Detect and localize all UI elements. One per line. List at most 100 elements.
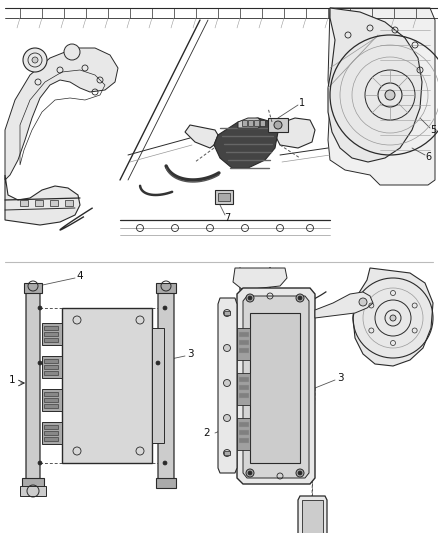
Bar	[239, 430, 249, 435]
Bar	[50, 200, 58, 206]
Text: 4: 4	[77, 271, 83, 281]
Polygon shape	[62, 308, 152, 463]
Polygon shape	[5, 48, 118, 180]
Polygon shape	[250, 313, 300, 463]
Bar	[242, 120, 247, 126]
Circle shape	[246, 469, 254, 477]
Text: 3: 3	[187, 349, 193, 359]
Polygon shape	[42, 389, 62, 411]
Circle shape	[32, 57, 38, 63]
Polygon shape	[214, 118, 278, 168]
Bar	[44, 326, 58, 330]
Polygon shape	[158, 288, 174, 483]
Circle shape	[38, 461, 42, 465]
Bar	[268, 118, 288, 132]
Polygon shape	[218, 298, 237, 473]
Bar	[248, 120, 253, 126]
Polygon shape	[353, 268, 433, 366]
Bar	[44, 392, 58, 396]
Polygon shape	[20, 486, 46, 496]
Bar	[218, 193, 230, 201]
Bar	[239, 385, 249, 390]
Circle shape	[298, 296, 302, 300]
Bar	[44, 359, 58, 363]
Polygon shape	[5, 175, 80, 225]
Circle shape	[38, 306, 42, 310]
Circle shape	[223, 379, 230, 386]
Bar	[260, 120, 265, 126]
Text: 3: 3	[337, 373, 343, 383]
Text: 2: 2	[204, 428, 210, 438]
Polygon shape	[42, 323, 62, 345]
Bar	[215, 190, 233, 204]
Bar	[44, 332, 58, 336]
Bar	[44, 338, 58, 342]
Polygon shape	[243, 296, 309, 478]
Polygon shape	[275, 118, 315, 148]
Circle shape	[64, 44, 80, 60]
Circle shape	[296, 469, 304, 477]
Bar	[20, 200, 28, 206]
Polygon shape	[237, 328, 250, 360]
Circle shape	[223, 415, 230, 422]
Text: 1: 1	[9, 375, 15, 385]
Polygon shape	[42, 422, 62, 444]
Polygon shape	[237, 418, 250, 450]
Bar	[239, 348, 249, 353]
Circle shape	[223, 449, 230, 456]
Bar	[239, 438, 249, 443]
Bar	[44, 371, 58, 375]
Polygon shape	[233, 268, 287, 290]
Bar	[44, 425, 58, 429]
Circle shape	[163, 306, 167, 310]
Bar	[44, 404, 58, 408]
Circle shape	[156, 361, 160, 365]
Polygon shape	[302, 500, 323, 533]
Bar	[44, 398, 58, 402]
Circle shape	[246, 294, 254, 302]
Text: 7: 7	[224, 213, 230, 223]
Polygon shape	[42, 356, 62, 378]
Circle shape	[163, 461, 167, 465]
Polygon shape	[156, 478, 176, 488]
Circle shape	[23, 48, 47, 72]
Bar	[239, 377, 249, 382]
Bar	[65, 200, 73, 206]
Polygon shape	[152, 328, 164, 443]
Polygon shape	[26, 288, 40, 483]
Bar	[224, 451, 230, 455]
Circle shape	[248, 296, 252, 300]
Polygon shape	[22, 478, 44, 488]
Bar	[254, 120, 259, 126]
Circle shape	[359, 298, 367, 306]
Text: 1: 1	[299, 98, 305, 108]
Polygon shape	[315, 292, 373, 318]
Polygon shape	[237, 288, 315, 484]
Bar	[239, 393, 249, 398]
Polygon shape	[24, 283, 42, 293]
Circle shape	[385, 90, 395, 100]
Polygon shape	[298, 496, 327, 533]
Bar	[239, 422, 249, 427]
Bar	[44, 365, 58, 369]
Bar	[44, 437, 58, 441]
Polygon shape	[328, 8, 435, 185]
Bar	[44, 431, 58, 435]
Text: 5: 5	[430, 125, 436, 135]
Bar	[35, 200, 43, 206]
Circle shape	[248, 471, 252, 475]
Bar	[239, 340, 249, 345]
Circle shape	[223, 310, 230, 317]
Polygon shape	[237, 373, 250, 405]
Circle shape	[38, 361, 42, 365]
Circle shape	[274, 121, 282, 129]
Circle shape	[298, 471, 302, 475]
Text: 6: 6	[425, 152, 431, 162]
Bar	[239, 332, 249, 337]
Circle shape	[223, 344, 230, 351]
Circle shape	[390, 315, 396, 321]
Bar	[224, 311, 230, 315]
Polygon shape	[156, 283, 176, 293]
Circle shape	[296, 294, 304, 302]
Polygon shape	[328, 8, 422, 162]
